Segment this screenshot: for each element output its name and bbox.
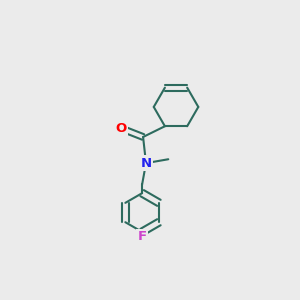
Text: F: F [138, 230, 147, 243]
Text: O: O [115, 122, 126, 135]
Text: N: N [140, 157, 152, 169]
